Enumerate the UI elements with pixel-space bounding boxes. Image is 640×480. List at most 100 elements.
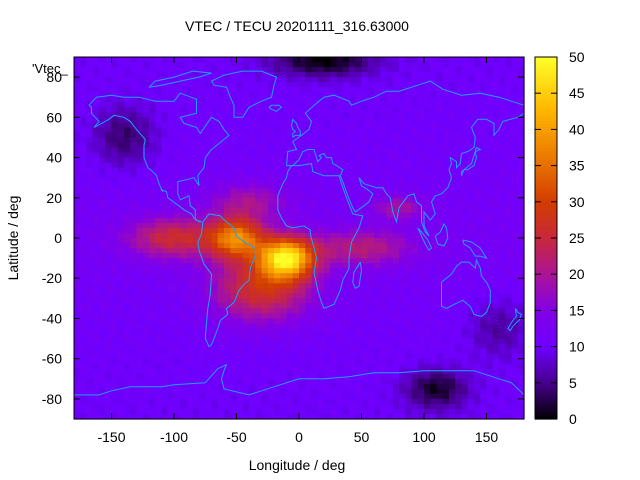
heatmap-cell bbox=[324, 182, 331, 189]
heatmap-cell bbox=[199, 303, 206, 309]
heatmap-cell bbox=[399, 162, 406, 169]
heatmap-cell bbox=[142, 67, 150, 73]
heatmap-cell bbox=[149, 162, 156, 169]
heatmap-cell bbox=[130, 373, 138, 380]
heatmap-cell bbox=[274, 313, 281, 320]
heatmap-cell bbox=[205, 72, 213, 78]
heatmap-cell bbox=[355, 67, 363, 73]
heatmap-cell bbox=[99, 77, 106, 83]
heatmap-cell bbox=[280, 97, 288, 103]
heatmap-cell bbox=[205, 358, 213, 365]
heatmap-cell bbox=[180, 182, 188, 189]
heatmap-cell bbox=[149, 403, 156, 410]
heatmap-cell bbox=[167, 308, 175, 315]
heatmap-cell bbox=[424, 67, 431, 73]
heatmap-cell bbox=[249, 92, 256, 98]
heatmap-cell bbox=[361, 368, 369, 375]
heatmap-cell bbox=[130, 142, 138, 149]
heatmap-cell bbox=[211, 177, 219, 184]
heatmap-cell bbox=[105, 318, 113, 325]
heatmap-cell bbox=[186, 177, 194, 184]
heatmap-cell bbox=[405, 348, 413, 355]
heatmap-cell bbox=[299, 207, 306, 214]
heatmap-cell bbox=[317, 222, 325, 229]
heatmap-cell bbox=[242, 67, 250, 73]
heatmap-cell bbox=[405, 77, 413, 83]
heatmap-cell bbox=[417, 222, 425, 229]
heatmap-cell bbox=[274, 278, 281, 284]
heatmap-cell bbox=[349, 152, 356, 159]
heatmap-cell bbox=[324, 333, 331, 340]
heatmap-cell bbox=[480, 67, 488, 73]
heatmap-cell bbox=[424, 217, 431, 224]
heatmap-cell bbox=[280, 87, 288, 93]
heatmap-cell bbox=[342, 87, 350, 93]
heatmap-cell bbox=[374, 318, 381, 325]
heatmap-cell bbox=[367, 117, 375, 123]
heatmap-cell bbox=[174, 232, 181, 239]
heatmap-cell bbox=[317, 243, 325, 249]
heatmap-cell bbox=[86, 353, 94, 360]
heatmap-cell bbox=[499, 283, 506, 289]
heatmap-cell bbox=[105, 57, 113, 63]
heatmap-cell bbox=[136, 127, 144, 134]
heatmap-cell bbox=[424, 87, 431, 93]
heatmap-cell bbox=[180, 388, 188, 395]
heatmap-cell bbox=[211, 303, 219, 309]
heatmap-cell bbox=[474, 283, 481, 289]
heatmap-cell bbox=[417, 248, 425, 254]
heatmap-cell bbox=[124, 248, 131, 254]
heatmap-cell bbox=[480, 132, 488, 139]
heatmap-cell bbox=[286, 202, 294, 209]
heatmap-cell bbox=[86, 57, 94, 63]
heatmap-cell bbox=[105, 127, 113, 134]
heatmap-cell bbox=[274, 283, 281, 289]
heatmap-cell bbox=[117, 57, 125, 63]
heatmap-cell bbox=[461, 298, 469, 304]
heatmap-cell bbox=[92, 263, 100, 269]
heatmap-cell bbox=[499, 222, 506, 229]
heatmap-cell bbox=[249, 182, 256, 189]
heatmap-cell bbox=[124, 343, 131, 350]
heatmap-cell bbox=[430, 112, 438, 118]
heatmap-cell bbox=[505, 383, 513, 390]
heatmap-cell bbox=[211, 182, 219, 189]
heatmap-cell bbox=[455, 243, 463, 249]
heatmap-cell bbox=[317, 283, 325, 289]
heatmap-cell bbox=[436, 358, 444, 365]
heatmap-cell bbox=[192, 348, 200, 355]
heatmap-cell bbox=[499, 333, 506, 340]
heatmap-cell bbox=[274, 268, 281, 274]
heatmap-cell bbox=[442, 358, 450, 365]
heatmap-cell bbox=[480, 202, 488, 209]
heatmap-cell bbox=[99, 152, 106, 159]
heatmap-cell bbox=[117, 333, 125, 340]
heatmap-cell bbox=[136, 348, 144, 355]
heatmap-cell bbox=[117, 107, 125, 113]
heatmap-cell bbox=[317, 268, 325, 274]
heatmap-cell bbox=[392, 368, 400, 375]
heatmap-cell bbox=[74, 177, 81, 184]
heatmap-cell bbox=[342, 222, 350, 229]
heatmap-cell bbox=[430, 127, 438, 134]
heatmap-cell bbox=[230, 142, 238, 149]
heatmap-cell bbox=[211, 232, 219, 239]
heatmap-cell bbox=[211, 167, 219, 174]
heatmap-cell bbox=[261, 383, 269, 390]
heatmap-cell bbox=[111, 147, 119, 154]
heatmap-cell bbox=[124, 177, 131, 184]
heatmap-cell bbox=[311, 328, 319, 335]
heatmap-cell bbox=[136, 102, 144, 108]
heatmap-cell bbox=[492, 102, 500, 108]
heatmap-cell bbox=[199, 72, 206, 78]
heatmap-cell bbox=[242, 363, 250, 370]
heatmap-cell bbox=[211, 403, 219, 410]
heatmap-cell bbox=[161, 227, 169, 234]
heatmap-cell bbox=[411, 258, 419, 264]
heatmap-cell bbox=[424, 358, 431, 365]
heatmap-cell bbox=[105, 298, 113, 304]
heatmap-cell bbox=[305, 253, 313, 259]
heatmap-cell bbox=[361, 353, 369, 360]
heatmap-cell bbox=[167, 67, 175, 73]
heatmap-cell bbox=[511, 192, 519, 199]
